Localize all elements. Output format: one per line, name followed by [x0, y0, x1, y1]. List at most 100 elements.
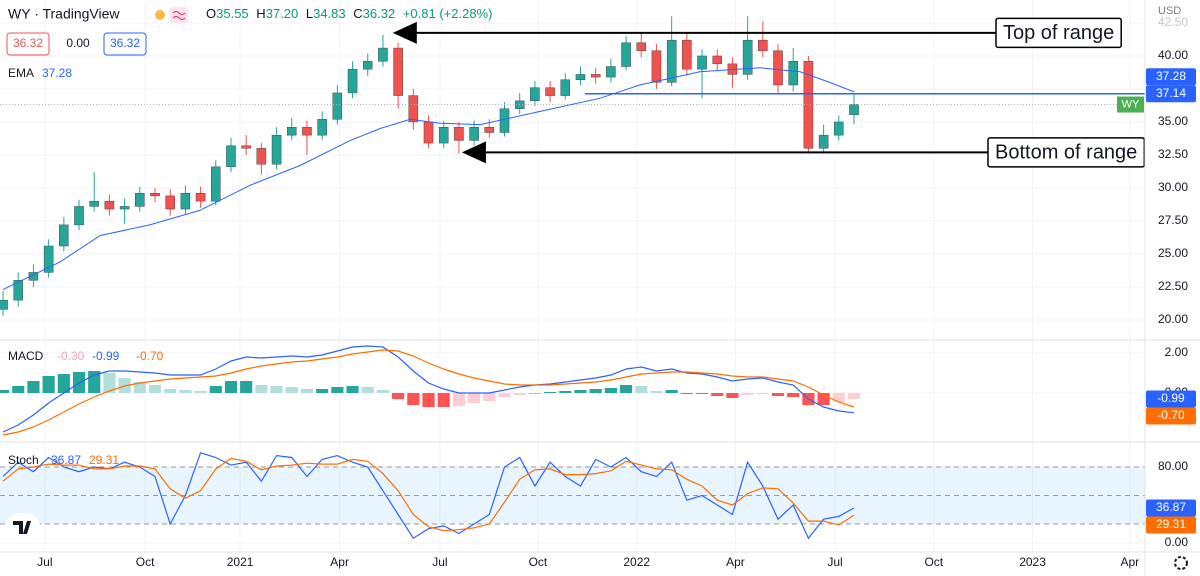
histogram-bar	[255, 385, 268, 393]
candle-body	[803, 61, 814, 149]
settings-icon[interactable]	[1174, 556, 1188, 570]
candle-body	[849, 104, 859, 115]
ema-legend-name: EMA	[8, 66, 34, 80]
annotation-box	[987, 137, 1146, 168]
symbol-title: WY · TradingView	[8, 6, 120, 22]
axis-badge	[1146, 390, 1196, 408]
wave-icon-lines	[172, 11, 186, 20]
candle-body	[758, 39, 768, 51]
weather-icon	[155, 10, 165, 20]
annotation-arrowhead	[461, 141, 486, 164]
candle-body	[393, 47, 403, 96]
buy-price[interactable]: 36.32	[110, 36, 140, 50]
histogram-bar	[42, 376, 55, 393]
y-tick-label: 30.00	[1158, 180, 1188, 194]
histogram-bar	[787, 393, 800, 397]
stoch-legend-name: Stoch	[8, 453, 39, 467]
candle-body	[530, 87, 540, 102]
candle-body	[606, 66, 616, 78]
x-tick-label: 2023	[1019, 555, 1046, 569]
histogram-bar	[468, 393, 481, 403]
macd-legend-name: MACD	[8, 349, 44, 363]
histogram-bar	[635, 386, 648, 393]
stoch-legend-k: 36.87	[51, 453, 81, 467]
y-tick-label: 32.50	[1158, 147, 1188, 161]
axis-badge	[1146, 68, 1196, 86]
ema-legend-value: 37.28	[42, 66, 72, 80]
candle-body	[347, 68, 358, 94]
sell-price[interactable]: 36.32	[13, 36, 43, 50]
candle-body	[469, 127, 479, 141]
indicator-line	[2, 345, 855, 433]
histogram-bar	[194, 391, 207, 393]
symbol-tag-label: WY	[1122, 98, 1140, 110]
histogram-bar	[695, 393, 709, 394]
histogram-bar	[650, 391, 663, 393]
macd-legend-hist: -0.30	[57, 349, 85, 363]
candle-body	[742, 39, 753, 75]
histogram-bar	[240, 381, 253, 393]
axis-badge-label: 37.14	[1156, 86, 1186, 100]
candle-body	[302, 127, 312, 136]
histogram-bar	[224, 381, 238, 393]
histogram-bar	[665, 390, 678, 393]
histogram-bar	[711, 393, 724, 396]
histogram-bar	[392, 393, 405, 399]
candle-body	[484, 127, 495, 133]
x-tick-label: Jul	[827, 555, 842, 569]
x-tick-label: Apr	[330, 555, 349, 569]
histogram-bar	[528, 393, 541, 394]
candle-body	[0, 299, 8, 310]
ohlc-value: 35.55	[216, 6, 249, 21]
ohlc-key: H	[256, 6, 265, 21]
candle-body	[28, 272, 39, 281]
y-tick-label: 35.00	[1158, 114, 1188, 128]
histogram-bar	[285, 387, 298, 393]
candle-body	[438, 127, 449, 144]
candle-body	[362, 61, 373, 70]
sell-box[interactable]	[6, 32, 50, 56]
candle-body	[74, 206, 84, 226]
histogram-bar	[604, 388, 617, 393]
buy-box[interactable]	[103, 32, 147, 56]
candle-body	[834, 121, 844, 136]
histogram-bar	[148, 385, 162, 393]
candle-body	[271, 134, 282, 165]
y-tick-label: 80.00	[1158, 459, 1188, 473]
candle-body	[119, 206, 130, 210]
axis-badge-label: 29.31	[1156, 517, 1186, 531]
indicator-line	[2, 451, 855, 540]
histogram-bar	[483, 393, 496, 401]
candle-body	[575, 74, 586, 80]
indicator-line	[2, 457, 855, 532]
axis-badge-label: -0.99	[1157, 391, 1185, 405]
y-tick-label: 42.50	[1158, 15, 1188, 29]
candle-body	[43, 245, 54, 273]
axis-badge	[1146, 85, 1196, 103]
ohlc-key: C	[353, 6, 362, 21]
histogram-bar	[316, 389, 329, 393]
y-tick-label: 27.50	[1158, 213, 1188, 227]
ohlc-legend: O35.55 H37.20 L34.83 C36.32 +0.81 (+2.28…	[206, 6, 492, 21]
y-tick-label: 20.00	[1158, 312, 1188, 326]
histogram-bar	[574, 390, 587, 393]
candle-body	[697, 55, 707, 70]
histogram-bar	[756, 393, 769, 394]
candle-body	[256, 148, 267, 165]
axis-badge	[1146, 499, 1196, 517]
annotation-arrowhead	[392, 21, 417, 44]
histogram-bar	[771, 393, 785, 396]
candle-body	[59, 224, 69, 247]
histogram-bar	[179, 390, 192, 393]
candle-body	[818, 134, 829, 149]
candle-body	[89, 200, 99, 207]
histogram-bar	[270, 386, 283, 393]
histogram-bar	[513, 393, 526, 395]
histogram-bar	[726, 393, 739, 398]
candle-body	[773, 50, 783, 86]
histogram-bar	[619, 385, 633, 393]
y-tick-label: 25.00	[1158, 246, 1188, 260]
histogram-bar	[832, 393, 845, 402]
